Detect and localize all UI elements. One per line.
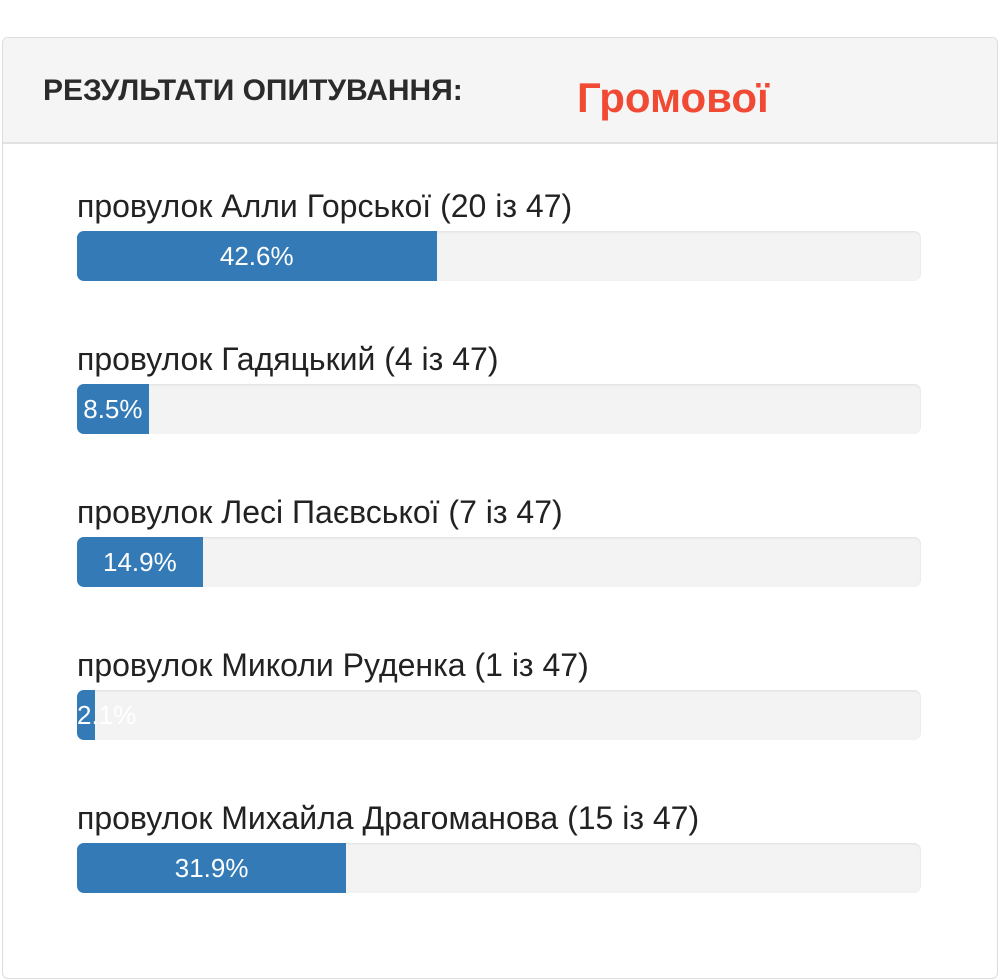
panel-header: РЕЗУЛЬТАТИ ОПИТУВАННЯ: Громової (3, 38, 997, 144)
percent-label: 8.5% (83, 394, 143, 424)
poll-option: провулок Алли Горської (20 із 47) 42.6% (77, 186, 921, 281)
progress-fill: 2.1% (77, 690, 136, 740)
option-label: провулок Лесі Паєвської (7 із 47) (77, 494, 563, 530)
poll-option: провулок Миколи Руденка (1 із 47) 2.1% (77, 645, 921, 740)
progress-bar: 14.9% (77, 537, 921, 587)
option-label: провулок Миколи Руденка (1 із 47) (77, 647, 589, 683)
percent-label: 2.1% (77, 700, 137, 730)
progress-fill: 8.5% (77, 384, 149, 434)
poll-subject: Громової (577, 74, 769, 121)
percent-label: 31.9% (174, 853, 249, 883)
poll-results-panel: РЕЗУЛЬТАТИ ОПИТУВАННЯ: Громової (2, 37, 998, 979)
progress-bar: 42.6% (77, 231, 921, 281)
option-label: провулок Михайла Драгоманова (15 із 47) (77, 800, 700, 836)
progress-bar: 8.5% (77, 384, 921, 434)
option-label: провулок Алли Горської (20 із 47) (77, 188, 573, 224)
progress-bar: 2.1% (77, 690, 921, 740)
poll-option: провулок Лесі Паєвської (7 із 47) 14.9% (77, 492, 921, 587)
percent-label: 42.6% (219, 241, 294, 271)
option-label: провулок Гадяцький (4 із 47) (77, 341, 499, 377)
percent-label: 14.9% (103, 547, 177, 577)
progress-fill: 42.6% (77, 231, 437, 281)
progress-bar: 31.9% (77, 843, 921, 893)
poll-option: провулок Гадяцький (4 із 47) 8.5% (77, 339, 921, 434)
poll-option: провулок Михайла Драгоманова (15 із 47) … (77, 798, 921, 893)
progress-fill: 14.9% (77, 537, 203, 587)
panel-title: РЕЗУЛЬТАТИ ОПИТУВАННЯ: (43, 74, 463, 107)
progress-fill: 31.9% (77, 843, 347, 893)
